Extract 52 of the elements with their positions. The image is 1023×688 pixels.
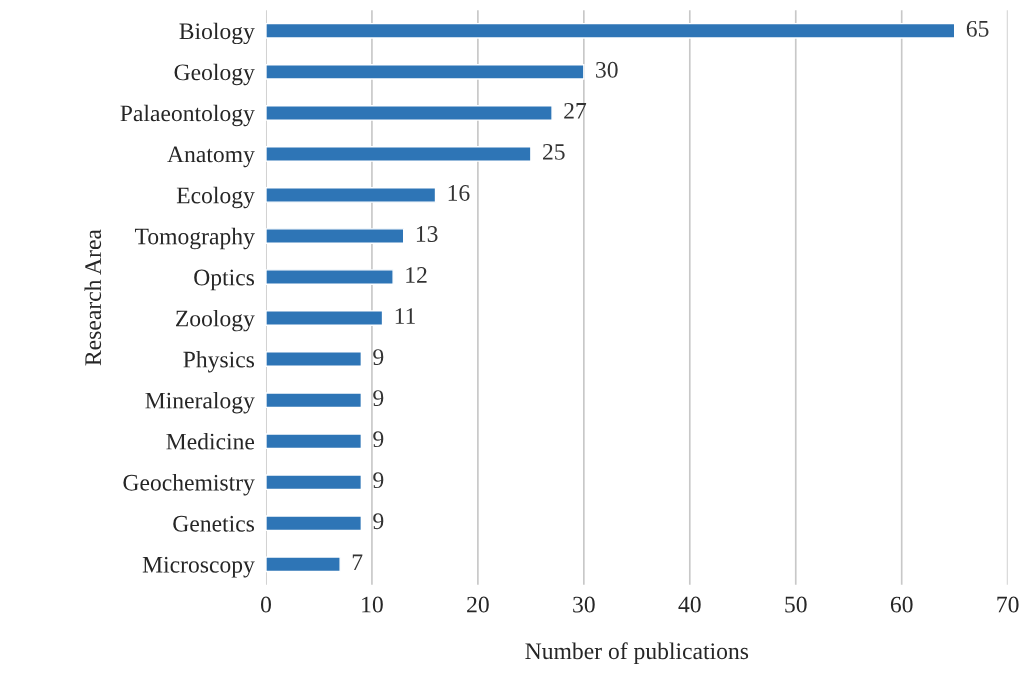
bar <box>265 433 363 450</box>
y-tick-label: Biology <box>179 22 255 45</box>
data-label: 7 <box>352 554 363 570</box>
x-axis-title: Number of publications <box>525 642 749 664</box>
y-tick-label: Genetics <box>173 515 255 532</box>
bar <box>265 392 363 409</box>
data-label: 65 <box>966 20 989 37</box>
bar <box>265 63 585 80</box>
bar <box>265 351 363 367</box>
bar <box>265 556 341 573</box>
x-tick-label: 0 <box>260 596 271 613</box>
y-axis-title: Research Area <box>84 229 102 366</box>
data-label: 16 <box>448 185 470 201</box>
data-label: 9 <box>373 349 384 366</box>
y-tick-label: Mineralogy <box>145 391 255 414</box>
data-label: 11 <box>395 308 415 324</box>
y-tick-label: Tomography <box>134 227 255 250</box>
x-tick-label: 60 <box>890 596 913 613</box>
bar <box>265 474 363 491</box>
data-label: 25 <box>543 143 565 160</box>
bar <box>265 310 384 326</box>
x-tick-label: 30 <box>573 596 595 613</box>
bar <box>265 22 956 39</box>
x-tick-label: 20 <box>467 596 489 613</box>
x-tick-label: 70 <box>997 596 1019 613</box>
data-label: 12 <box>406 267 427 283</box>
y-tick-label: Medicine <box>166 432 255 450</box>
data-label: 27 <box>564 102 587 119</box>
y-tick-label: Optics <box>194 269 255 291</box>
y-tick-label: Zoology <box>175 309 255 332</box>
data-label: 9 <box>373 472 384 489</box>
y-tick-label: Physics <box>183 350 255 373</box>
bar <box>265 228 405 244</box>
y-tick-label: Palaeontology <box>120 104 255 127</box>
x-tick-label: 50 <box>785 596 807 613</box>
bar <box>265 515 363 532</box>
y-tick-label: Microscopy <box>142 556 255 578</box>
y-tick-label: Geology <box>174 63 255 86</box>
data-label: 9 <box>373 513 384 530</box>
data-label: 9 <box>373 431 384 448</box>
x-tick-label: 10 <box>362 596 383 613</box>
data-label: 30 <box>596 61 618 78</box>
x-tick-label: 40 <box>678 596 701 613</box>
bar <box>265 187 437 203</box>
bar <box>265 146 532 162</box>
data-label: 9 <box>373 390 384 407</box>
y-tick-label: Anatomy <box>167 146 255 168</box>
y-tick-label: Geochemistry <box>123 474 255 496</box>
bar <box>265 269 394 285</box>
bar <box>265 105 553 121</box>
data-label: 13 <box>416 226 438 242</box>
y-tick-label: Ecology <box>176 186 255 209</box>
